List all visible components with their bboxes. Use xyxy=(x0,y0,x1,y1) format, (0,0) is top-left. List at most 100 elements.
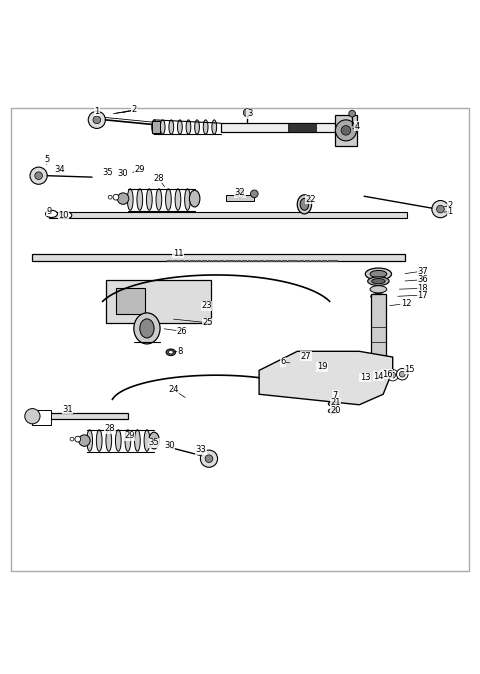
Text: 15: 15 xyxy=(404,365,415,374)
Ellipse shape xyxy=(160,120,165,134)
Text: 28: 28 xyxy=(105,424,116,433)
Text: 23: 23 xyxy=(201,301,212,311)
Circle shape xyxy=(372,376,380,384)
Circle shape xyxy=(35,172,42,179)
Bar xyxy=(33,413,128,419)
Text: 13: 13 xyxy=(360,373,371,382)
Ellipse shape xyxy=(134,430,140,452)
Ellipse shape xyxy=(203,120,208,134)
Text: 11: 11 xyxy=(173,249,183,258)
Ellipse shape xyxy=(149,432,159,449)
Ellipse shape xyxy=(185,189,191,210)
Text: 12: 12 xyxy=(401,299,411,308)
Ellipse shape xyxy=(212,120,216,134)
Text: 35: 35 xyxy=(102,168,113,177)
Text: 29: 29 xyxy=(134,164,145,173)
Ellipse shape xyxy=(46,210,58,218)
Circle shape xyxy=(363,373,374,385)
Text: 6: 6 xyxy=(280,357,286,366)
Circle shape xyxy=(349,111,356,117)
Bar xyxy=(33,410,51,425)
Circle shape xyxy=(336,120,357,141)
Ellipse shape xyxy=(312,364,321,372)
Circle shape xyxy=(25,408,40,424)
Polygon shape xyxy=(21,394,441,528)
Text: 34: 34 xyxy=(54,164,65,173)
Circle shape xyxy=(396,369,408,380)
Circle shape xyxy=(437,206,444,213)
Ellipse shape xyxy=(156,189,162,210)
Ellipse shape xyxy=(127,189,133,210)
Text: 35: 35 xyxy=(149,439,159,448)
Bar xyxy=(336,115,357,146)
Ellipse shape xyxy=(328,394,338,399)
Ellipse shape xyxy=(186,120,191,134)
Circle shape xyxy=(117,193,129,204)
Circle shape xyxy=(113,194,119,200)
Ellipse shape xyxy=(169,120,174,134)
Circle shape xyxy=(251,190,258,197)
Text: 31: 31 xyxy=(62,405,72,414)
Circle shape xyxy=(200,450,217,467)
Circle shape xyxy=(79,435,90,446)
Text: 9: 9 xyxy=(47,206,52,216)
Ellipse shape xyxy=(372,278,385,284)
Circle shape xyxy=(341,125,351,135)
Ellipse shape xyxy=(370,270,387,278)
Text: 4: 4 xyxy=(354,121,360,131)
Text: 16: 16 xyxy=(382,370,392,379)
Text: 5: 5 xyxy=(44,155,49,164)
Text: 1: 1 xyxy=(94,106,99,116)
Circle shape xyxy=(387,369,398,381)
Ellipse shape xyxy=(87,430,93,452)
Circle shape xyxy=(291,359,301,368)
Text: 7: 7 xyxy=(333,391,338,400)
Circle shape xyxy=(205,455,213,462)
Polygon shape xyxy=(21,261,441,394)
Ellipse shape xyxy=(294,354,301,363)
Text: 30: 30 xyxy=(164,441,175,450)
Ellipse shape xyxy=(328,402,338,406)
Text: 1: 1 xyxy=(447,208,453,216)
Text: 30: 30 xyxy=(117,168,127,178)
Text: 29: 29 xyxy=(124,431,134,440)
Ellipse shape xyxy=(175,189,181,210)
Bar xyxy=(288,123,316,132)
Ellipse shape xyxy=(137,189,143,210)
Text: 33: 33 xyxy=(195,445,206,454)
Bar xyxy=(226,195,254,201)
Circle shape xyxy=(70,437,74,441)
Text: 2: 2 xyxy=(447,202,453,210)
Ellipse shape xyxy=(168,350,173,354)
Circle shape xyxy=(88,111,106,129)
Ellipse shape xyxy=(368,277,389,286)
Circle shape xyxy=(236,190,244,197)
Ellipse shape xyxy=(297,195,312,214)
Bar xyxy=(221,123,340,132)
Ellipse shape xyxy=(166,349,176,356)
Ellipse shape xyxy=(144,430,150,452)
Ellipse shape xyxy=(116,430,121,452)
Ellipse shape xyxy=(146,189,152,210)
Text: 8: 8 xyxy=(178,347,183,356)
Polygon shape xyxy=(21,160,441,241)
Ellipse shape xyxy=(195,120,199,134)
Ellipse shape xyxy=(166,189,171,210)
Text: 22: 22 xyxy=(305,195,316,204)
Circle shape xyxy=(75,436,81,442)
Ellipse shape xyxy=(140,319,154,338)
Circle shape xyxy=(390,372,396,378)
Text: 21: 21 xyxy=(330,398,341,407)
Circle shape xyxy=(108,195,112,199)
Circle shape xyxy=(399,371,405,377)
Ellipse shape xyxy=(106,430,112,452)
Bar xyxy=(33,254,405,261)
Ellipse shape xyxy=(96,430,102,452)
Text: 26: 26 xyxy=(177,327,187,336)
Text: 36: 36 xyxy=(417,275,428,284)
Ellipse shape xyxy=(371,294,386,299)
Ellipse shape xyxy=(370,286,387,293)
Bar xyxy=(107,280,211,323)
Ellipse shape xyxy=(328,408,338,413)
Ellipse shape xyxy=(190,190,200,207)
